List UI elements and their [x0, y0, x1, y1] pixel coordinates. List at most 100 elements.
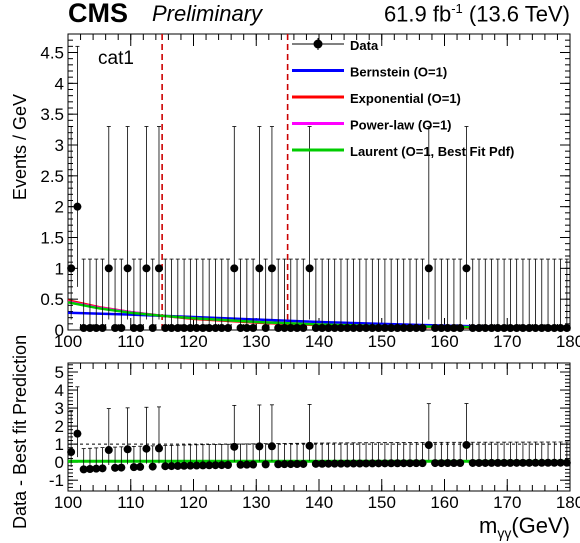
ratio-ytick-label: -1	[49, 471, 64, 490]
lumi-superscript: -1	[451, 1, 463, 16]
residual-point	[343, 459, 352, 468]
residual-point	[380, 459, 389, 468]
main-xtick-label: 140	[305, 332, 333, 351]
residual-point	[236, 460, 245, 469]
residual-point	[418, 459, 427, 468]
residual-point	[242, 460, 251, 469]
residual-point	[261, 460, 270, 469]
residual-point	[518, 458, 527, 467]
data-point	[506, 324, 515, 332]
data-point	[242, 324, 251, 332]
main-frame	[67, 33, 571, 331]
data-point	[73, 202, 82, 211]
residual-point	[267, 442, 276, 451]
residual-point	[525, 458, 534, 467]
legend: Data Bernstein (O=1) Exponential (O=1) Powe…	[292, 38, 514, 159]
ratio-ytick-label: 1	[55, 435, 64, 454]
data-point	[236, 324, 245, 332]
data-point	[431, 324, 440, 332]
data-point	[299, 324, 308, 332]
residual-point	[249, 460, 258, 469]
residual-point	[161, 462, 170, 471]
residual-point	[387, 459, 396, 468]
data-point	[85, 324, 94, 332]
residual-point	[443, 459, 452, 468]
data-point	[249, 324, 258, 332]
data-point	[544, 324, 553, 332]
residual-point	[374, 459, 383, 468]
data-point	[180, 324, 189, 332]
main-xtick-label: 170	[493, 332, 521, 351]
experiment-label: CMS	[68, 0, 128, 28]
residual-point	[437, 459, 446, 468]
data-point	[318, 324, 327, 332]
residual-point	[255, 442, 264, 451]
data-point	[462, 264, 471, 273]
residual-point	[412, 459, 421, 468]
data-point	[167, 324, 176, 332]
residual-point	[148, 462, 157, 471]
residual-point	[280, 460, 289, 469]
data-point	[198, 324, 207, 332]
main-ytick-label: 2.5	[40, 167, 64, 186]
main-ytick-label: 0.5	[40, 290, 64, 309]
residual-point	[136, 462, 145, 471]
data-point	[186, 324, 195, 332]
main-xtick-label: 160	[430, 332, 458, 351]
legend-data-marker	[313, 39, 323, 49]
residual-point	[224, 460, 233, 469]
data-point	[475, 324, 484, 332]
data-point	[123, 264, 132, 273]
main-ytick-label: 3	[55, 136, 64, 155]
ratio-frame	[67, 362, 571, 492]
data-point	[286, 324, 295, 332]
data-point	[211, 324, 220, 332]
data-point	[224, 324, 233, 332]
ratio-ylabel: Data - Best fit Prediction	[10, 335, 30, 529]
data-point	[205, 324, 214, 332]
data-point	[311, 324, 320, 332]
data-point	[368, 324, 377, 332]
residual-point	[355, 459, 364, 468]
main-xtick-label: 110	[117, 332, 144, 351]
data-point	[481, 324, 490, 332]
residual-point	[104, 446, 113, 455]
data-point	[92, 324, 101, 332]
data-point	[387, 324, 396, 332]
residual-point	[173, 461, 182, 470]
data-point	[512, 324, 521, 332]
main-ytick-label: 4.5	[40, 44, 64, 63]
data-point	[405, 324, 414, 332]
data-point	[261, 324, 270, 332]
data-point	[362, 324, 371, 332]
main-ytick-label: 0	[55, 321, 64, 340]
legend-label: Exponential (O=1)	[350, 91, 461, 106]
data-point	[380, 324, 389, 332]
legend-label: Bernstein (O=1)	[350, 65, 447, 80]
data-point	[267, 264, 276, 273]
residual-point	[487, 458, 496, 467]
main-ylabel: Events / GeV	[10, 94, 30, 200]
data-point	[274, 324, 283, 332]
residual-point	[506, 458, 515, 467]
residual-point	[154, 444, 163, 453]
residual-point	[462, 440, 471, 449]
residual-point	[481, 458, 490, 467]
data-point	[230, 264, 239, 273]
data-point	[493, 324, 502, 332]
luminosity-label: 61.9 fb-1 (13.6 TeV)	[384, 1, 570, 27]
data-point	[412, 324, 421, 332]
data-point	[456, 324, 465, 332]
data-point	[525, 324, 534, 332]
residual-point	[311, 459, 320, 468]
data-point	[330, 324, 339, 332]
data-point	[305, 264, 314, 273]
data-point	[343, 324, 352, 332]
data-point	[487, 324, 496, 332]
data-point	[293, 324, 302, 332]
data-point	[117, 324, 126, 332]
residual-point	[500, 458, 509, 467]
residual-point	[186, 461, 195, 470]
data-point	[537, 324, 546, 332]
data-point	[173, 324, 182, 332]
